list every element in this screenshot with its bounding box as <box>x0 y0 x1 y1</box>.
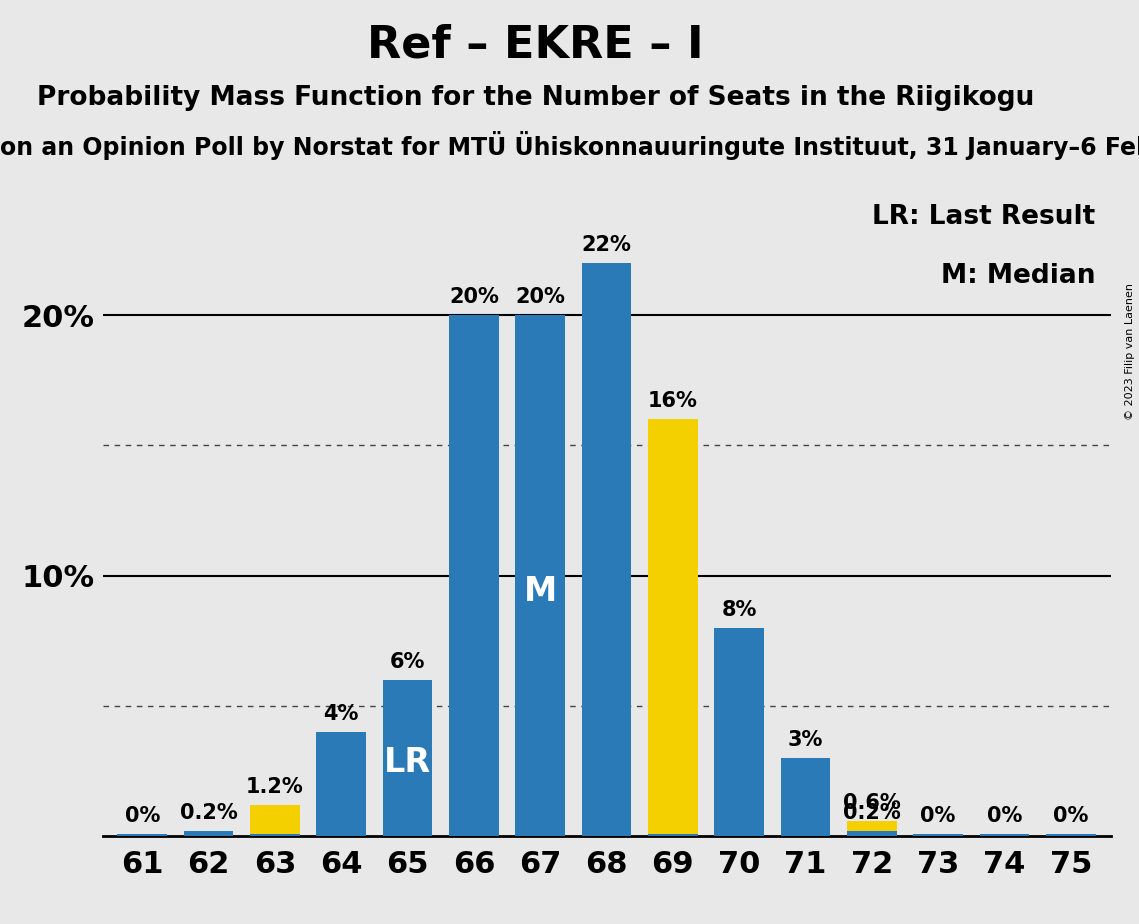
Bar <box>714 627 764 836</box>
Bar <box>648 419 698 836</box>
Bar <box>780 758 830 836</box>
Bar <box>515 315 565 836</box>
Bar <box>913 834 962 836</box>
Text: on an Opinion Poll by Norstat for MTÜ Ühiskonnauuringute Instituut, 31 January–6: on an Opinion Poll by Norstat for MTÜ Üh… <box>0 131 1139 160</box>
Text: LR: LR <box>384 747 432 779</box>
Bar <box>449 315 499 836</box>
Text: 0%: 0% <box>1054 807 1089 826</box>
Bar <box>117 834 167 836</box>
Bar <box>1046 834 1096 836</box>
Bar <box>980 834 1030 836</box>
Bar <box>183 831 233 836</box>
Text: 20%: 20% <box>515 287 565 308</box>
Bar <box>251 834 300 836</box>
Text: 8%: 8% <box>721 600 756 620</box>
Bar <box>449 315 499 836</box>
Bar <box>582 834 631 836</box>
Text: 0.2%: 0.2% <box>180 803 238 823</box>
Text: 22%: 22% <box>582 235 631 255</box>
Bar <box>251 805 300 836</box>
Text: M: M <box>524 575 557 608</box>
Bar <box>383 680 433 836</box>
Text: 6%: 6% <box>390 652 425 672</box>
Text: 0.2%: 0.2% <box>843 803 901 823</box>
Bar <box>847 831 896 836</box>
Text: 0.6%: 0.6% <box>843 793 901 813</box>
Text: 16%: 16% <box>648 392 698 411</box>
Bar <box>1046 834 1096 836</box>
Text: Probability Mass Function for the Number of Seats in the Riigikogu: Probability Mass Function for the Number… <box>36 85 1034 111</box>
Bar <box>515 834 565 836</box>
Text: 1.2%: 1.2% <box>246 777 304 797</box>
Text: 4%: 4% <box>323 704 359 724</box>
Bar <box>117 834 167 836</box>
Bar <box>383 834 433 836</box>
Bar <box>317 732 366 836</box>
Bar <box>582 263 631 836</box>
Text: Ref – EKRE – I: Ref – EKRE – I <box>367 23 704 67</box>
Text: © 2023 Filip van Laenen: © 2023 Filip van Laenen <box>1125 283 1134 419</box>
Bar <box>714 834 764 836</box>
Text: 20%: 20% <box>449 287 499 308</box>
Bar <box>847 821 896 836</box>
Text: 3%: 3% <box>788 730 823 750</box>
Text: 0%: 0% <box>986 807 1022 826</box>
Text: 0%: 0% <box>124 807 159 826</box>
Text: LR: Last Result: LR: Last Result <box>872 204 1096 230</box>
Bar <box>317 834 366 836</box>
Bar <box>780 834 830 836</box>
Bar <box>913 834 962 836</box>
Bar <box>980 834 1030 836</box>
Text: 0%: 0% <box>920 807 956 826</box>
Bar <box>183 834 233 836</box>
Text: M: Median: M: Median <box>941 263 1096 289</box>
Bar <box>648 834 698 836</box>
